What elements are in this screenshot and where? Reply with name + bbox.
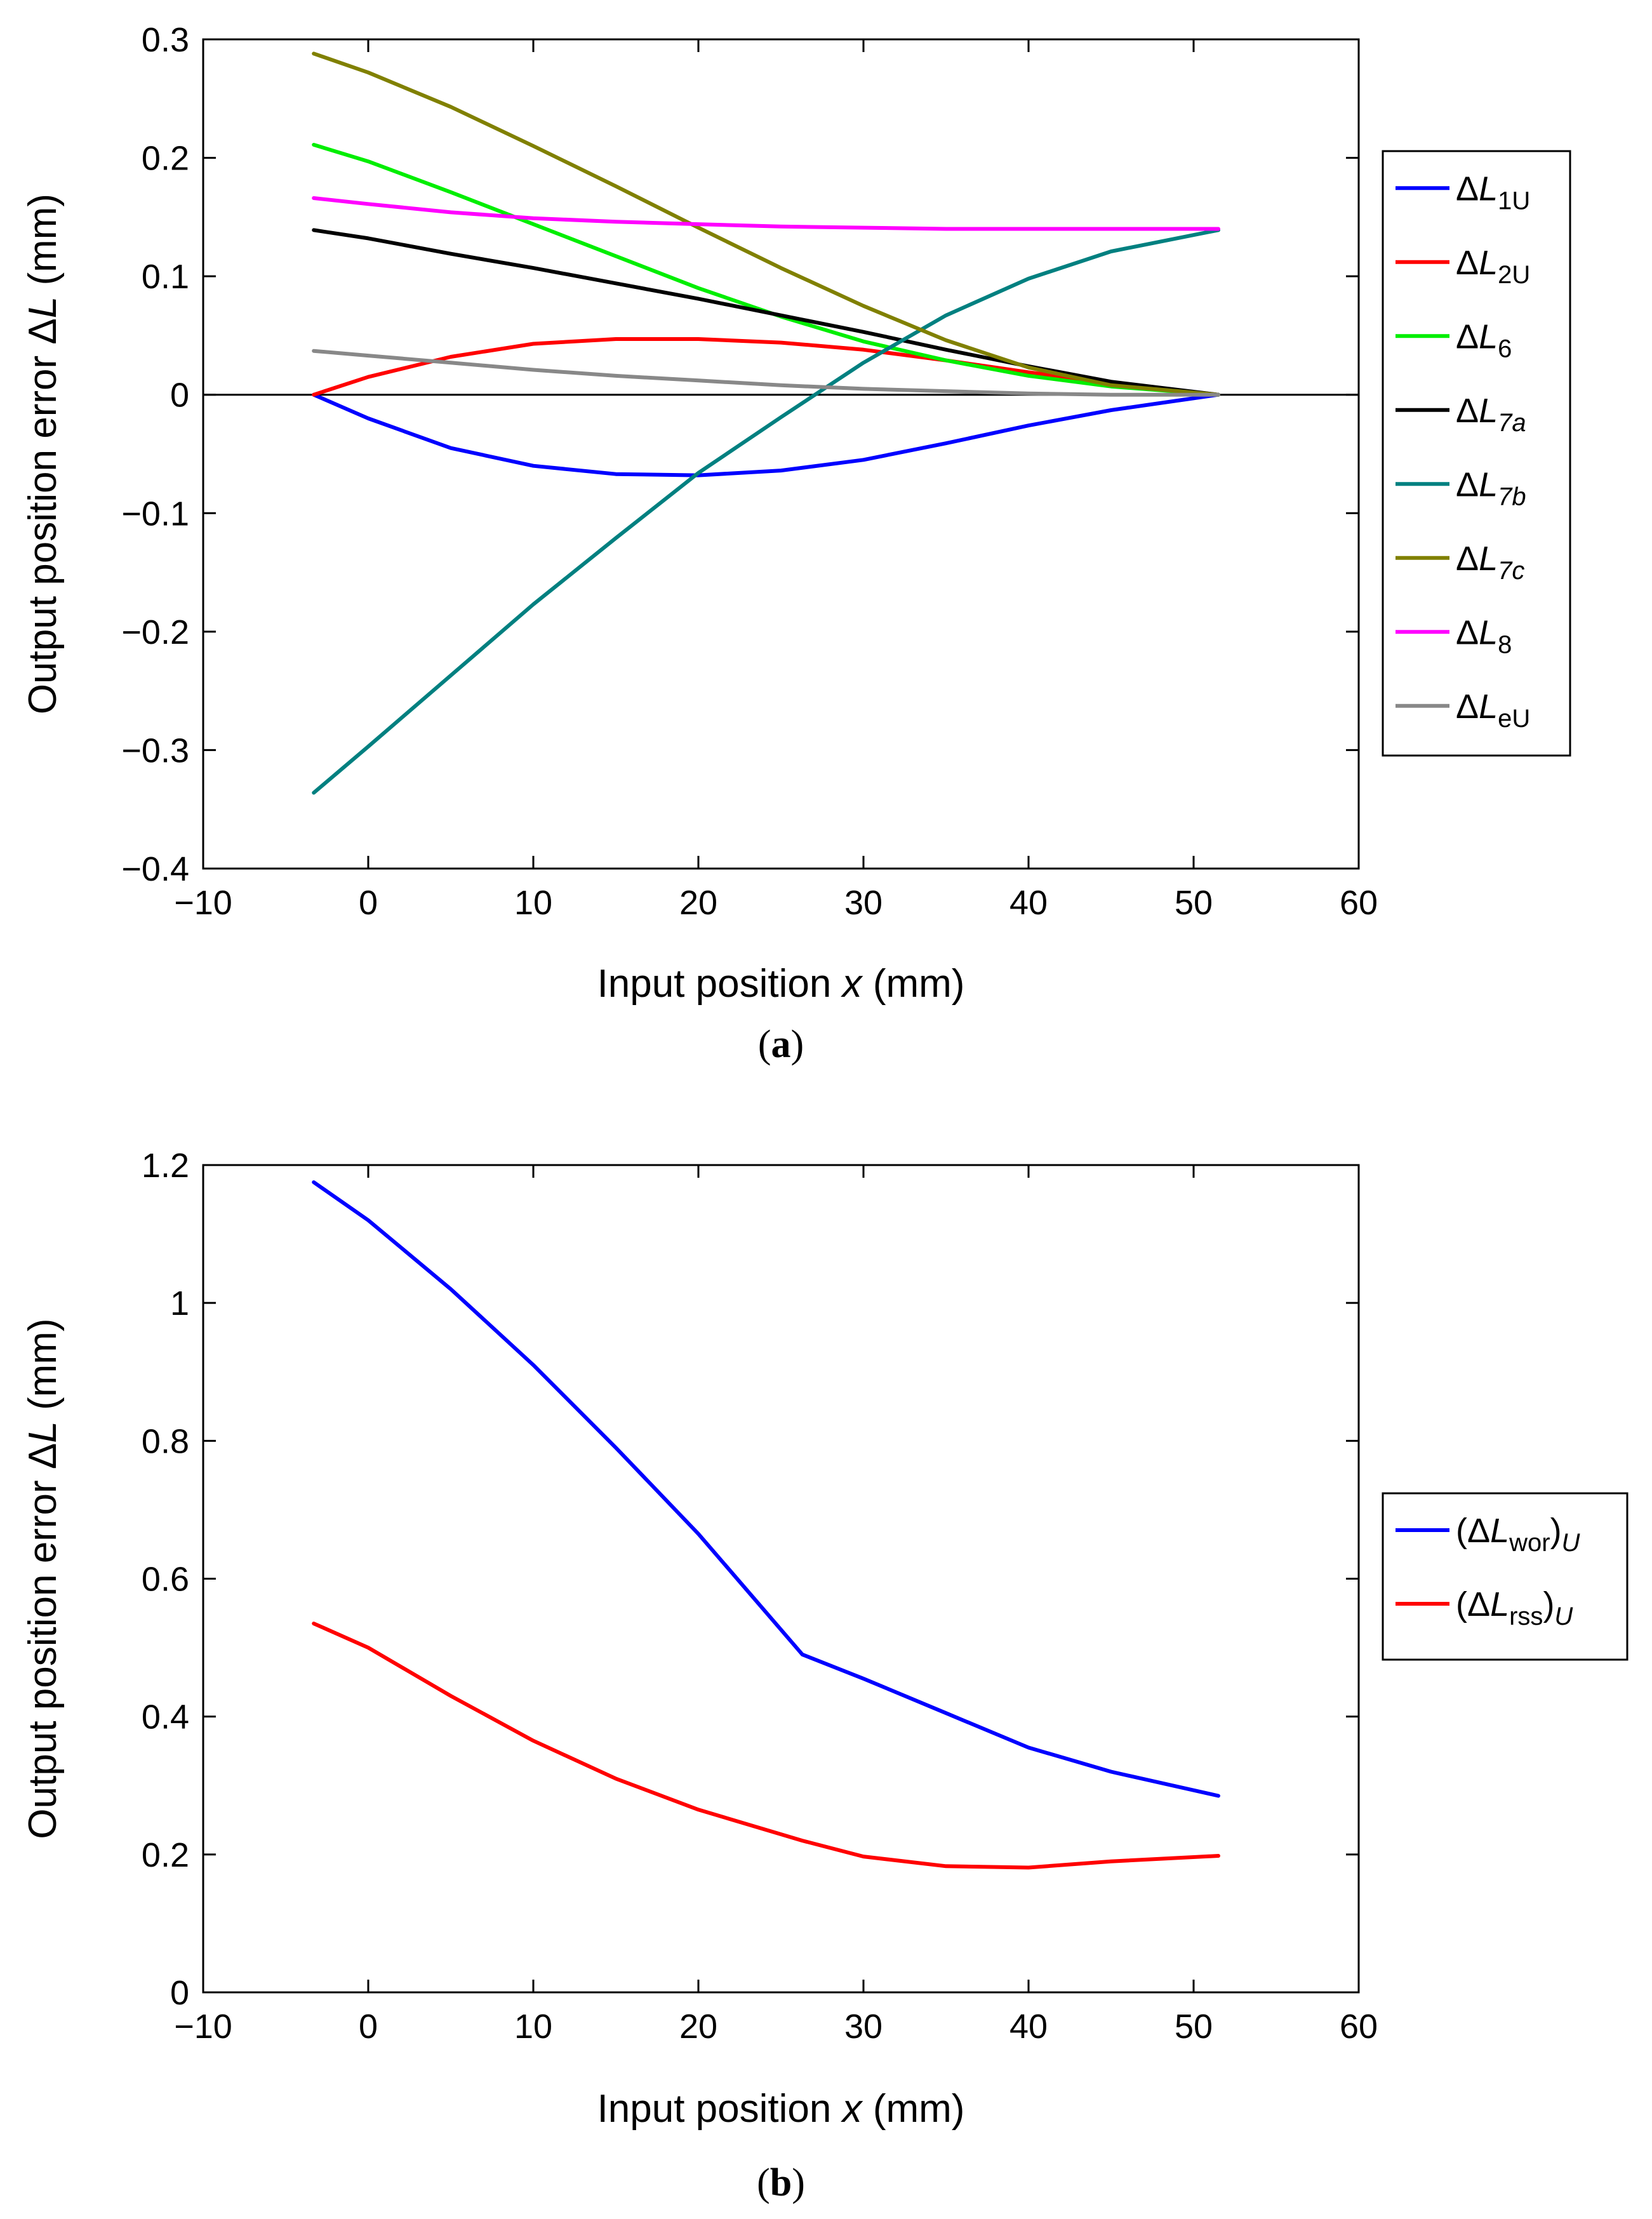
panel-b-ytick-label: 0.8 (142, 1422, 189, 1460)
panel-a-xtick-label: −10 (174, 884, 232, 922)
panel-b-legend-box (1382, 1492, 1629, 1661)
panel-b-series-line-rss (312, 1622, 1220, 1870)
panel-a-chart: −10 0 10 20 30 40 50 60 −0.4 −0.3 −0.2 −0.1 0 0.1 0.2 0… (21, 21, 1571, 1066)
panel-b-xtick-label: 30 (844, 2008, 883, 2046)
panel-a-caption: (a) (758, 1023, 804, 1066)
panel-a-legend-label-7c: ΔL7c (1456, 540, 1524, 585)
panel-b-legend-label-wor: (ΔLwor)U (1456, 1512, 1581, 1557)
panel-a-ytick-label: 0.3 (142, 21, 189, 59)
panel-a-legend-label-2U: ΔL2U (1456, 244, 1530, 289)
panel-a-ytick-label: −0.3 (121, 731, 189, 770)
panel-a-legend-box (1382, 150, 1571, 757)
panel-a-series-line-6 (312, 143, 1220, 397)
panel-a-xtick-label: 0 (359, 884, 378, 922)
panel-b-xtick-label: 40 (1009, 2008, 1048, 2046)
panel-a-xtick-label: 20 (679, 884, 717, 922)
panel-a-series-line-7b (312, 228, 1220, 795)
panel-a-xtick-label: 60 (1340, 884, 1378, 922)
panel-a-y-axis-label: Output position error ΔL (mm) (21, 194, 65, 714)
panel-a-series-line-eU (312, 349, 1220, 397)
panel-b-xtick-label: 10 (514, 2008, 552, 2046)
panel-b-ytick-label: 0.2 (142, 1836, 189, 1874)
panel-b-caption: (b) (757, 2161, 805, 2204)
panel-b-x-axis-label: Input position x (mm) (597, 2087, 965, 2131)
panel-a-series-line-1U (312, 392, 1220, 477)
panel-a-series-line-8 (312, 196, 1220, 231)
panel-b-xtick-label: 20 (679, 2008, 717, 2046)
panel-a-ytick-label: −0.1 (121, 495, 189, 533)
panel-a-legend-label-7a: ΔL7a (1456, 392, 1526, 437)
panel-a-ytick-label: 0 (170, 376, 189, 415)
panel-b-xtick-label: 60 (1340, 2008, 1378, 2046)
panel-b-xtick-label: 50 (1175, 2008, 1213, 2046)
panel-a-ytick-label: 0.1 (142, 258, 189, 296)
panel-b-ytick-label: 0.6 (142, 1561, 189, 1599)
panel-a-plot-frame (202, 38, 1360, 870)
panel-a-ytick-label: −0.2 (121, 613, 189, 651)
panel-a-ytick-label: −0.4 (121, 850, 189, 888)
panel-a-x-axis-label: Input position x (mm) (597, 962, 965, 1006)
panel-a-legend-label-8: ΔL8 (1456, 613, 1512, 658)
panel-a-xtick-label: 50 (1175, 884, 1213, 922)
panel-a-legend-label-7b: ΔL7b (1456, 465, 1526, 510)
panel-a-legend-label-1U: ΔL1U (1456, 170, 1530, 215)
panel-b-xtick-label: 0 (359, 2008, 378, 2046)
panel-b-xtick-label: −10 (174, 2008, 232, 2046)
panel-a-series-line-7c (312, 51, 1220, 397)
panel-a-legend-label-6: ΔL6 (1456, 317, 1512, 363)
panel-b-ytick-label: 0 (170, 1974, 189, 2012)
panel-b-legend-label-rss: (ΔLrss)U (1456, 1585, 1573, 1630)
panel-b-ytick-label: 1 (170, 1284, 189, 1323)
panel-b-ytick-label: 1.2 (142, 1147, 189, 1185)
panel-a-xtick-label: 10 (514, 884, 552, 922)
panel-a-ytick-label: 0.2 (142, 140, 189, 178)
panel-b-ytick-label: 0.4 (142, 1698, 189, 1736)
panel-a-xtick-label: 40 (1009, 884, 1048, 922)
panel-a-legend-label-eU: ΔLeU (1456, 688, 1530, 733)
panel-a-xtick-label: 30 (844, 884, 883, 922)
panel-b-y-axis-label: Output position error ΔL (mm) (21, 1318, 65, 1839)
panel-b-series-line-wor (312, 1180, 1220, 1798)
